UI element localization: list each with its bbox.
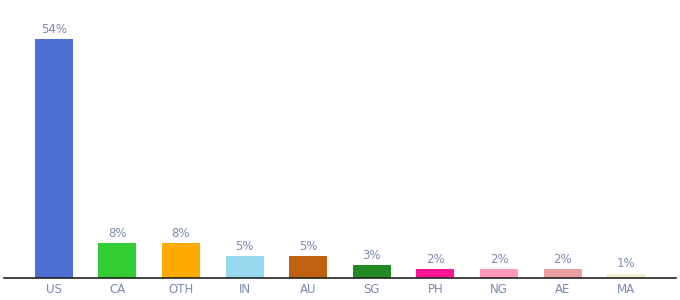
Text: 8%: 8% bbox=[108, 226, 126, 240]
Bar bbox=[416, 269, 454, 278]
Text: 5%: 5% bbox=[299, 240, 318, 253]
Bar bbox=[543, 269, 581, 278]
Bar bbox=[99, 243, 137, 278]
Text: 2%: 2% bbox=[554, 253, 572, 266]
Text: 2%: 2% bbox=[426, 253, 445, 266]
Bar bbox=[480, 269, 518, 278]
Text: 54%: 54% bbox=[41, 23, 67, 36]
Bar bbox=[226, 256, 264, 278]
Text: 8%: 8% bbox=[172, 226, 190, 240]
Text: 2%: 2% bbox=[490, 253, 509, 266]
Bar bbox=[289, 256, 327, 278]
Bar bbox=[35, 40, 73, 278]
Text: 1%: 1% bbox=[617, 257, 636, 271]
Text: 5%: 5% bbox=[235, 240, 254, 253]
Bar bbox=[162, 243, 200, 278]
Bar bbox=[607, 274, 645, 278]
Text: 3%: 3% bbox=[362, 249, 381, 262]
Bar bbox=[353, 265, 391, 278]
